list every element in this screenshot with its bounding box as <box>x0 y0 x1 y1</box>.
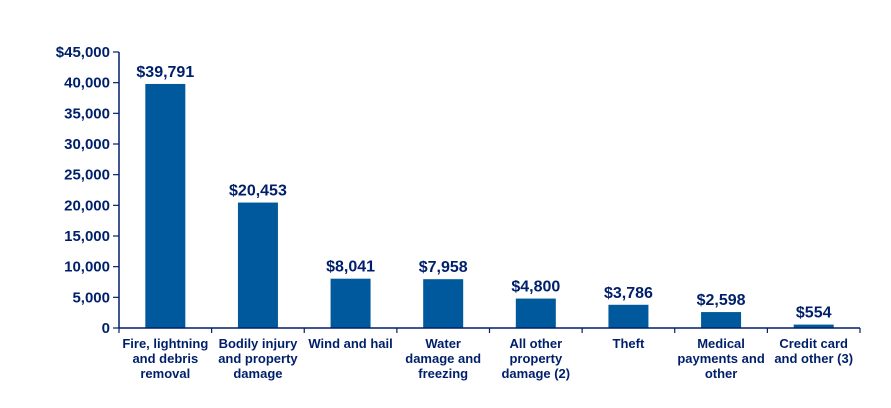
y-tick-label: $45,000 <box>56 44 110 61</box>
y-tick-label: 0 <box>102 320 110 337</box>
y-tick-label: 15,000 <box>64 228 110 245</box>
y-tick-label: 10,000 <box>64 259 110 276</box>
bar-value-label: $554 <box>796 305 832 322</box>
category-label: Credit card and other (3) <box>774 336 853 366</box>
category-label: Theft <box>613 336 645 351</box>
category-label: Fire, lightning and debris removal <box>122 336 208 381</box>
bar-value-label: $20,453 <box>229 183 287 200</box>
bar <box>793 324 834 328</box>
bar-value-label: $2,598 <box>697 292 746 309</box>
bar-value-label: $7,958 <box>419 259 468 276</box>
y-axis: 0 5,000 10,000 15,000 20,000 25,000 30,000 35,0… <box>56 44 120 337</box>
y-tick-label: 5,000 <box>72 289 110 306</box>
y-tick-label: 25,000 <box>64 167 110 184</box>
category-label: All other property damage (2) <box>501 336 570 381</box>
bars <box>145 83 834 328</box>
bar-value-label: $4,800 <box>511 279 560 296</box>
x-axis <box>118 327 861 333</box>
bar <box>701 312 742 328</box>
bar <box>423 279 464 328</box>
bar <box>608 304 649 328</box>
bar <box>145 83 186 328</box>
category-label: Water damage and freezing <box>405 336 481 381</box>
bar-value-label: $39,791 <box>136 64 194 81</box>
y-tick-label: 30,000 <box>64 136 110 153</box>
bar-value-label: $8,041 <box>326 259 375 276</box>
category-label: Wind and hail <box>308 336 392 351</box>
category-label: Bodily injury and property damage <box>218 336 298 381</box>
value-labels: $39,791 $20,453 $8,041 $7,958 $4,800 $3,786 $2… <box>136 64 831 322</box>
y-tick-label: 40,000 <box>64 75 110 92</box>
bar <box>330 278 371 328</box>
bar <box>515 298 556 328</box>
bar <box>237 202 278 328</box>
bar-value-label: $3,786 <box>604 285 653 302</box>
category-label: Medical payments and other <box>677 336 764 381</box>
y-tick-label: 35,000 <box>64 105 110 122</box>
y-tick-label: 20,000 <box>64 197 110 214</box>
